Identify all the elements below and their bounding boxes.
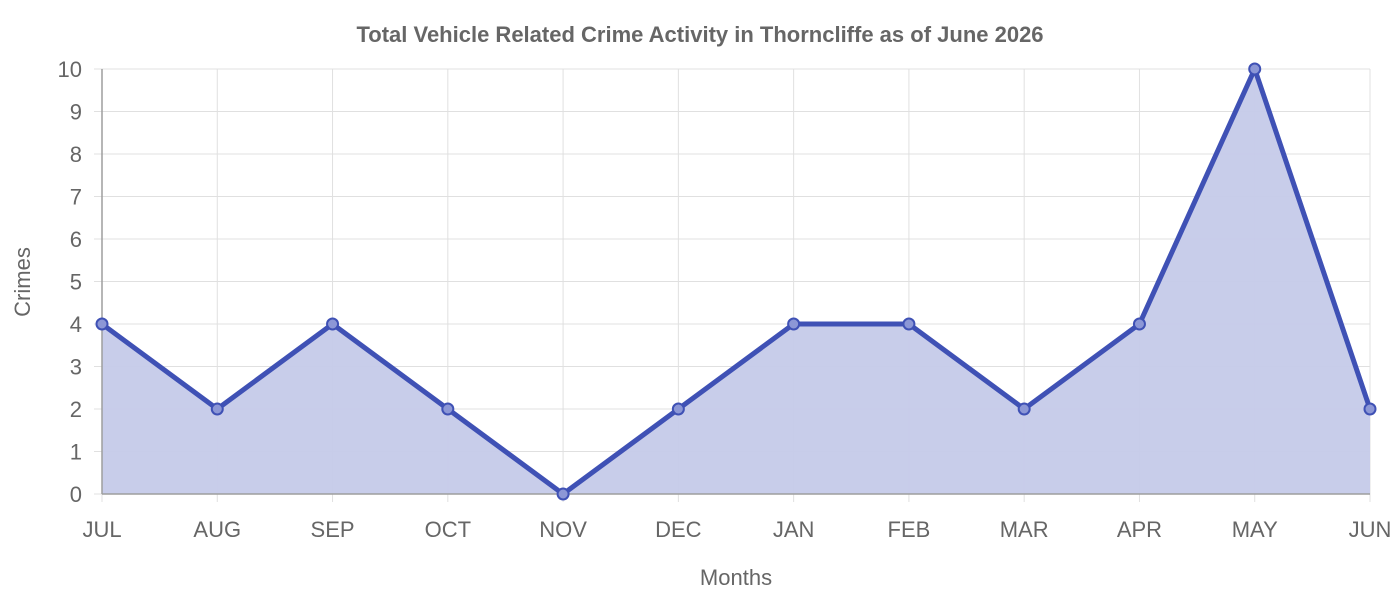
- data-point: [787, 317, 801, 331]
- y-axis-title: Crimes: [10, 247, 35, 317]
- axes: [101, 69, 1370, 495]
- y-tick-label: 3: [70, 355, 82, 380]
- x-tick-label: JUL: [82, 517, 121, 542]
- data-point: [95, 317, 109, 331]
- y-tick-label: 0: [70, 482, 82, 507]
- x-tick-labels: JUL AUG SEP OCT NOV DEC JAN FEB MAR APR MAY JUN: [82, 517, 1391, 542]
- chart-title: Total Vehicle Related Crime Activity in …: [356, 22, 1043, 47]
- x-tick-label: FEB: [888, 517, 931, 542]
- data-point: [902, 317, 916, 331]
- y-tick-label: 7: [70, 185, 82, 210]
- data-point: [1248, 62, 1262, 76]
- data-points: [95, 62, 1377, 501]
- y-tick-label: 2: [70, 397, 82, 422]
- series-line: [99, 66, 1373, 497]
- x-axis-title: Months: [700, 565, 772, 590]
- data-point: [556, 487, 570, 501]
- x-tick-label: SEP: [311, 517, 355, 542]
- y-tick-label: 4: [70, 312, 82, 337]
- data-point: [1017, 402, 1031, 416]
- x-tick-label: MAY: [1232, 517, 1278, 542]
- area-layer: [99, 66, 1373, 497]
- y-tick-label: 9: [70, 100, 82, 125]
- x-tick-label: JUN: [1349, 517, 1392, 542]
- y-tick-label: 5: [70, 270, 82, 295]
- y-tick-labels: 0 1 2 3 4 5 6 7 8 9 10: [58, 57, 82, 507]
- data-point: [441, 402, 455, 416]
- data-point: [326, 317, 340, 331]
- data-point: [1132, 317, 1146, 331]
- y-tick-label: 1: [70, 440, 82, 465]
- y-tick-label: 10: [58, 57, 82, 82]
- x-tick-label: AUG: [193, 517, 241, 542]
- data-point: [1363, 402, 1377, 416]
- x-tick-label: APR: [1117, 517, 1162, 542]
- y-tick-label: 8: [70, 142, 82, 167]
- data-point: [210, 402, 224, 416]
- y-tick-label: 6: [70, 227, 82, 252]
- x-tick-label: DEC: [655, 517, 702, 542]
- data-point: [671, 402, 685, 416]
- x-tick-label: NOV: [539, 517, 587, 542]
- x-tick-label: JAN: [773, 517, 815, 542]
- x-tick-label: OCT: [425, 517, 471, 542]
- x-tick-label: MAR: [1000, 517, 1049, 542]
